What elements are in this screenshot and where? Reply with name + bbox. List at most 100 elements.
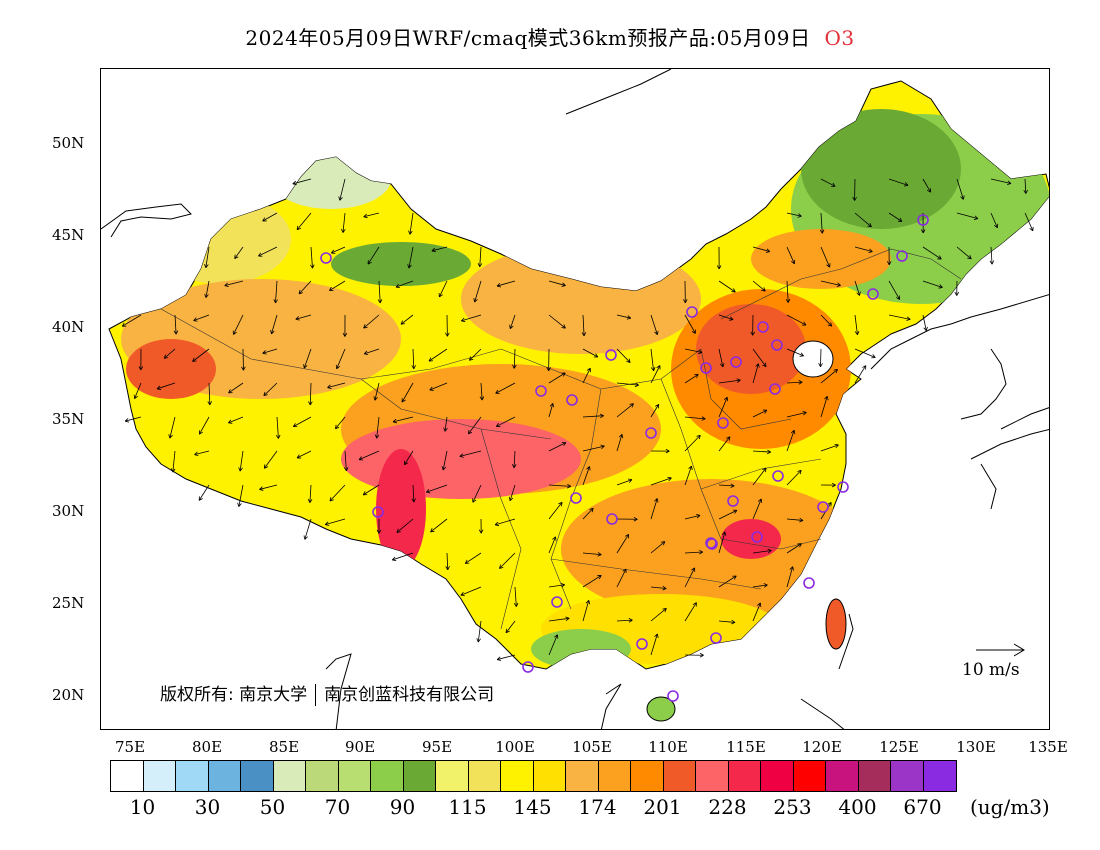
wind-arrow-head bbox=[304, 536, 308, 540]
colorbar-label: 174 bbox=[578, 795, 617, 819]
wind-arrow-head bbox=[173, 330, 177, 335]
wind-arrow-head bbox=[404, 462, 409, 466]
lon-label-115e: 115E bbox=[726, 738, 766, 756]
colorbar-swatch bbox=[241, 761, 274, 791]
wind-arrow-head bbox=[460, 591, 464, 596]
wind-arrow bbox=[310, 246, 313, 269]
wind-arrow-head bbox=[339, 197, 343, 201]
wind-arrow-head bbox=[956, 291, 960, 296]
wind-arrow-head bbox=[392, 421, 398, 424]
wind-arrow bbox=[363, 212, 380, 218]
wind-arrow-head bbox=[224, 282, 228, 286]
wind-arrow-head bbox=[296, 454, 300, 459]
wind-arrow-head bbox=[730, 485, 735, 488]
wind-arrow bbox=[752, 550, 772, 554]
wind-arrow-head bbox=[819, 229, 823, 234]
bohai-sea bbox=[792, 340, 834, 378]
wind-arrow-head bbox=[459, 456, 464, 458]
wind-arrow-head bbox=[134, 395, 138, 399]
wind-arrow-head bbox=[657, 330, 659, 335]
wind-arrow-head bbox=[699, 652, 704, 656]
wind-arrow-head bbox=[124, 418, 129, 422]
wind-arrow-head bbox=[803, 412, 807, 416]
copyright-notice: 版权所有: 南京大学 南京创蓝科技有限公司 bbox=[160, 680, 494, 706]
wind-arrow bbox=[616, 534, 629, 554]
wind-arrow bbox=[295, 314, 312, 320]
plateau-red-zone bbox=[341, 419, 581, 499]
wind-arrow-head bbox=[724, 531, 727, 536]
wind-arrow-head bbox=[561, 584, 565, 588]
wind-arrow-head bbox=[836, 285, 841, 287]
wind-arrow-head bbox=[499, 564, 501, 569]
wind-arrow-head bbox=[363, 326, 368, 329]
station-marker bbox=[320, 252, 332, 264]
wind-arrow bbox=[262, 348, 278, 354]
wind-arrow-head bbox=[854, 331, 858, 336]
wind-arrow-head bbox=[633, 518, 638, 522]
wind-arrow-head bbox=[755, 363, 759, 367]
lon-label-120e: 120E bbox=[802, 738, 842, 756]
korea-peninsula bbox=[960, 348, 1007, 420]
wind-arrow bbox=[718, 484, 735, 487]
wind-arrow-head bbox=[497, 659, 502, 661]
wind-arrow-head bbox=[974, 215, 979, 219]
wind-arrow bbox=[820, 348, 822, 367]
wind-arrow-head bbox=[508, 496, 511, 501]
lon-label-85e: 85E bbox=[268, 738, 300, 756]
wind-arrow-head bbox=[495, 389, 499, 394]
wind-arrow bbox=[296, 450, 312, 459]
wind-arrow bbox=[616, 403, 634, 418]
wind-arrow-head bbox=[238, 467, 241, 472]
wind-arrow-head bbox=[601, 445, 605, 450]
wind-arrow-head bbox=[654, 633, 658, 638]
wind-arrow bbox=[444, 416, 448, 432]
wind-arrow-head bbox=[400, 323, 406, 325]
wind-arrow-head bbox=[701, 416, 706, 420]
wind-arrow-head bbox=[683, 299, 686, 303]
wind-arrow-head bbox=[125, 420, 130, 423]
wind-arrow-head bbox=[392, 559, 397, 562]
wind-arrow bbox=[752, 584, 768, 588]
wind-arrow-head bbox=[447, 332, 450, 337]
wind-arrow-head bbox=[205, 264, 209, 268]
wind-arrow-head bbox=[862, 365, 867, 368]
wind-arrow-head bbox=[194, 454, 199, 456]
wind-arrow-head bbox=[341, 228, 344, 233]
wind-arrow-head bbox=[473, 298, 476, 303]
wind-arrow-head bbox=[763, 287, 766, 292]
wind-arrow-head bbox=[635, 382, 639, 386]
wind-arrow-head bbox=[699, 551, 703, 555]
wind-arrow bbox=[460, 586, 482, 596]
wind-arrow bbox=[472, 484, 482, 503]
wind-arrow bbox=[616, 314, 631, 319]
wind-arrow-head bbox=[626, 360, 631, 363]
wind-arrow-head bbox=[303, 365, 308, 369]
coastline-west bbox=[101, 203, 192, 238]
wind-arrow-head bbox=[726, 436, 731, 439]
wind-arrow-head bbox=[298, 289, 301, 294]
wind-arrow-head bbox=[431, 247, 436, 252]
wind-arrow-head bbox=[477, 638, 481, 643]
wind-arrow-head bbox=[409, 230, 413, 235]
wind-arrow-head bbox=[510, 325, 514, 329]
wind-arrow-head bbox=[906, 316, 911, 320]
wind-arrow bbox=[1024, 178, 1027, 194]
wind-arrow-head bbox=[346, 467, 349, 471]
wind-arrow-head bbox=[628, 479, 633, 483]
wind-arrow-head bbox=[730, 316, 734, 320]
vietnam-coast bbox=[600, 683, 622, 729]
wind-arrow bbox=[329, 280, 346, 291]
wind-arrow-head bbox=[973, 218, 979, 220]
colorbar-swatch bbox=[923, 761, 956, 791]
wind-arrow bbox=[342, 212, 346, 233]
wind-arrow-head bbox=[831, 484, 836, 488]
wind-arrow-head bbox=[733, 575, 737, 580]
wind-arrow-head bbox=[140, 366, 144, 371]
wind-arrow bbox=[956, 178, 964, 200]
wind-arrow-head bbox=[325, 524, 330, 526]
wind-arrow-head bbox=[797, 469, 802, 472]
colorbar-swatch bbox=[761, 761, 794, 791]
title-variable: O3 bbox=[824, 26, 855, 50]
wind-arrow-head bbox=[308, 401, 311, 406]
wind-arrow-head bbox=[600, 444, 605, 447]
